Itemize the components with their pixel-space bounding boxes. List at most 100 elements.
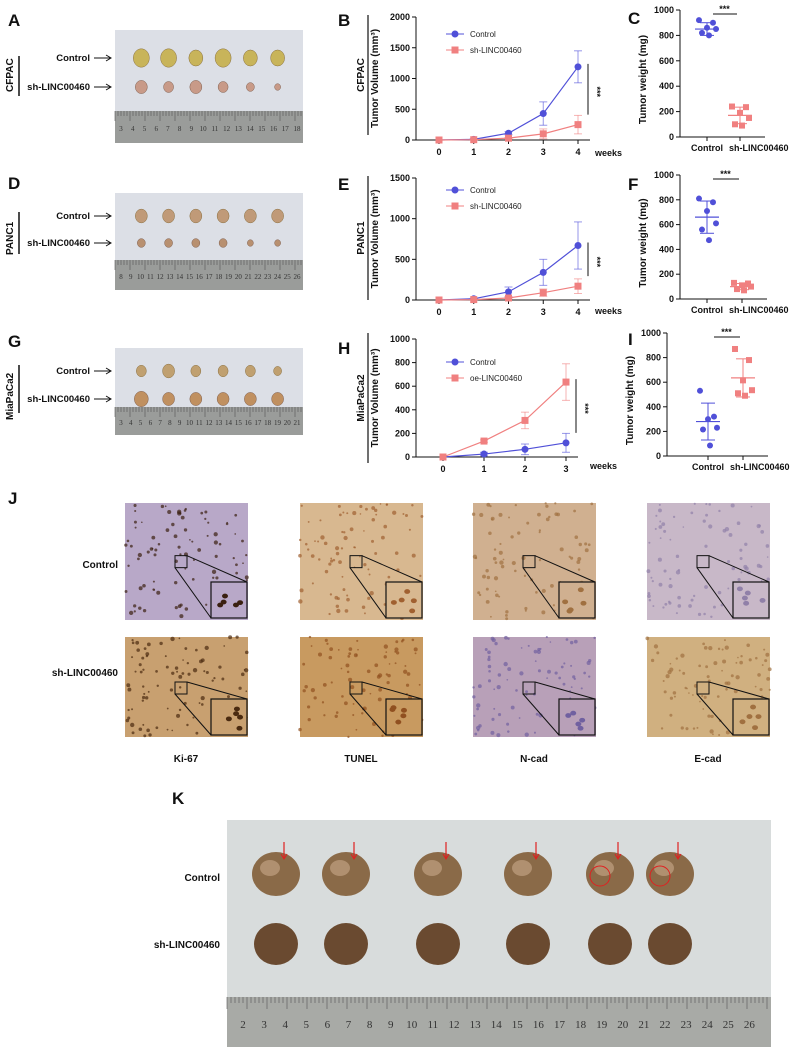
y-tick-label: 0 — [656, 451, 661, 461]
cell-nucleus — [129, 544, 133, 548]
inset-nucleus — [217, 602, 224, 608]
cell-nucleus — [476, 707, 479, 711]
ruler-number: 11 — [211, 125, 218, 133]
cell-nucleus — [298, 727, 302, 732]
ruler-number: 18 — [294, 125, 302, 133]
cell-nucleus — [510, 705, 515, 710]
cell-nucleus — [200, 695, 205, 701]
cell-nucleus — [211, 569, 217, 574]
ruler-number: 18 — [264, 419, 272, 427]
data-point — [521, 445, 529, 453]
data-point — [739, 282, 745, 289]
x-tick-label: 0 — [440, 464, 445, 474]
data-point — [734, 286, 740, 293]
cell-nucleus — [308, 635, 312, 639]
panel-letter-j: J — [8, 489, 17, 508]
cell-nucleus — [307, 717, 311, 722]
cell-nucleus — [379, 503, 382, 505]
cell-nucleus — [345, 663, 350, 668]
cell-nucleus — [763, 648, 766, 651]
ruler-number: 15 — [512, 1019, 524, 1031]
inset-nucleus — [755, 714, 762, 719]
data-point — [714, 424, 720, 431]
cell-nucleus — [669, 696, 674, 700]
cell-nucleus — [352, 703, 355, 705]
inset-nucleus — [759, 598, 766, 603]
cell-nucleus — [341, 530, 344, 534]
tumor-control — [136, 365, 147, 377]
cell-nucleus — [584, 542, 588, 546]
zoom-region-box — [696, 555, 710, 569]
ruler-number: 7 — [166, 125, 170, 133]
cell-nucleus — [174, 580, 178, 585]
data-point — [743, 104, 749, 111]
cell-nucleus — [746, 643, 751, 648]
cell-nucleus — [206, 534, 209, 537]
ruler-number: 12 — [157, 273, 165, 281]
cell-nucleus — [709, 729, 714, 734]
cell-nucleus — [494, 561, 498, 565]
data-point — [710, 199, 716, 206]
cell-nucleus — [383, 524, 388, 529]
x-tick-label: 4 — [575, 147, 580, 157]
ruler-number: 14 — [491, 1019, 503, 1031]
cell-nucleus — [164, 655, 167, 658]
data-point — [505, 294, 512, 302]
arrow-head — [532, 853, 540, 860]
cell-nucleus — [395, 651, 400, 655]
cell-nucleus — [737, 656, 739, 659]
cell-nucleus — [690, 598, 694, 602]
cell-nucleus — [524, 732, 529, 737]
cell-nucleus — [414, 652, 417, 655]
cell-nucleus — [335, 546, 340, 551]
arrow-head — [442, 853, 450, 860]
cell-nucleus — [411, 638, 415, 642]
cell-nucleus — [383, 655, 387, 659]
cell-nucleus — [337, 648, 340, 651]
tumor-control — [188, 49, 204, 67]
cell-nucleus — [155, 670, 158, 673]
ruler-number: 14 — [247, 125, 255, 133]
cell-nucleus — [764, 659, 768, 663]
ruler-number: 5 — [139, 419, 143, 427]
cell-nucleus — [477, 591, 481, 595]
ruler-number: 24 — [702, 1019, 714, 1031]
cell-nucleus — [243, 669, 246, 671]
tumor-sh — [137, 238, 146, 248]
inset-nucleus — [579, 717, 586, 723]
cell-nucleus — [138, 606, 142, 610]
cell-nucleus — [716, 695, 720, 698]
chart-e: E 0 500 1000 1500 Tumor Volume (mm³) 0 1 2 3 4 week… — [338, 173, 622, 317]
cell-nucleus — [482, 574, 486, 579]
cell-nucleus — [418, 683, 421, 686]
chart-f: F 0 200 400 600 800 1000 Tumor weight (mg) Contr… — [628, 169, 789, 315]
zoom-connector — [696, 693, 734, 736]
cell-nucleus — [677, 595, 681, 600]
cell-nucleus — [343, 701, 348, 706]
cell-nucleus — [682, 526, 685, 528]
cell-nucleus — [668, 583, 673, 589]
cell-nucleus — [392, 510, 397, 515]
cell-nucleus — [724, 526, 730, 532]
ruler-number: 21 — [294, 419, 302, 427]
data-point — [574, 242, 582, 250]
cell-nucleus — [141, 699, 145, 702]
data-point — [746, 357, 752, 364]
cell-nucleus — [708, 524, 713, 529]
cell-nucleus — [167, 509, 172, 515]
cell-nucleus — [344, 609, 349, 613]
cell-nucleus — [403, 669, 408, 674]
zoom-connector — [696, 567, 734, 619]
x-tick-label: 2 — [522, 464, 527, 474]
metastasis-circle — [589, 865, 611, 887]
data-point — [707, 442, 713, 449]
cell-nucleus — [177, 604, 182, 609]
cell-nucleus — [310, 687, 315, 693]
cell-nucleus — [725, 688, 728, 691]
cell-nucleus — [383, 644, 388, 649]
cell-nucleus — [169, 688, 174, 692]
data-point — [749, 387, 755, 394]
cell-nucleus — [221, 677, 225, 681]
cell-nucleus — [702, 708, 705, 710]
cell-nucleus — [696, 726, 699, 729]
